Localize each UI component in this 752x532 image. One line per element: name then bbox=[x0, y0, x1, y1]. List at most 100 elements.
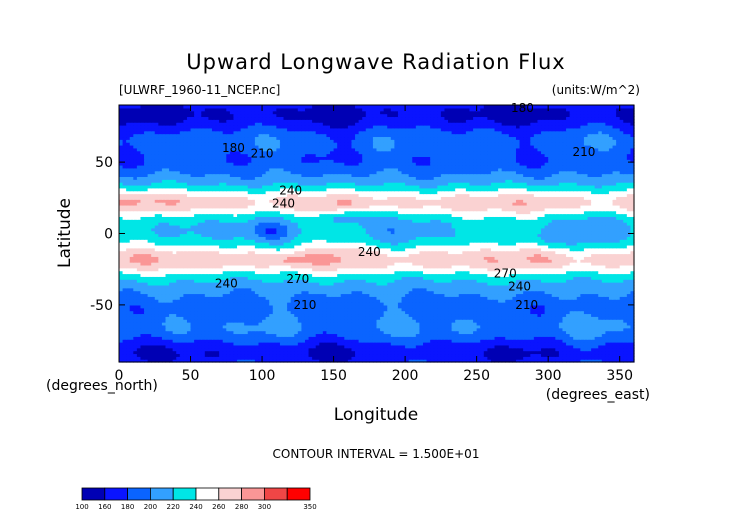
map-cell bbox=[469, 333, 474, 337]
map-cell bbox=[229, 353, 235, 357]
map-cell bbox=[462, 353, 467, 357]
map-cell bbox=[498, 327, 503, 332]
map-cell bbox=[566, 313, 571, 317]
map-cell bbox=[247, 350, 252, 355]
map-cell bbox=[233, 347, 238, 352]
map-cell bbox=[251, 307, 256, 312]
map-cell bbox=[619, 304, 624, 309]
map-cell bbox=[455, 302, 460, 306]
map-cell bbox=[240, 319, 245, 323]
map-cell bbox=[319, 327, 324, 332]
map-cell bbox=[136, 333, 142, 337]
map-cell bbox=[530, 307, 535, 312]
map-cell bbox=[283, 319, 288, 323]
map-cell bbox=[544, 342, 549, 346]
map-cell bbox=[312, 299, 317, 303]
map-cell bbox=[508, 330, 514, 335]
map-cell bbox=[269, 356, 274, 360]
map-cell bbox=[555, 333, 560, 337]
map-cell bbox=[369, 313, 374, 317]
map-cell bbox=[412, 307, 417, 312]
map-cell bbox=[530, 302, 535, 306]
map-cell bbox=[526, 302, 531, 306]
map-cell bbox=[487, 347, 492, 352]
map-cell bbox=[190, 353, 195, 357]
map-cell bbox=[283, 359, 288, 363]
map-cell bbox=[351, 307, 356, 312]
map-cell bbox=[126, 342, 131, 346]
map-cell bbox=[548, 339, 553, 343]
map-cell bbox=[444, 302, 449, 306]
map-cell bbox=[154, 304, 159, 309]
map-cell bbox=[161, 344, 167, 349]
map-cell bbox=[387, 347, 392, 352]
map-cell bbox=[119, 344, 124, 349]
map-cell bbox=[469, 327, 474, 332]
map-cell bbox=[455, 342, 460, 346]
map-cell bbox=[462, 330, 467, 335]
map-cell bbox=[165, 299, 170, 303]
map-cell bbox=[297, 316, 302, 320]
map-cell bbox=[569, 307, 574, 312]
map-cell bbox=[390, 324, 395, 329]
map-cell bbox=[154, 324, 159, 329]
map-cell bbox=[548, 336, 553, 340]
map-cell bbox=[562, 344, 567, 349]
map-cell bbox=[322, 316, 328, 320]
map-cell bbox=[226, 304, 231, 309]
map-cell bbox=[387, 307, 392, 312]
map-cell bbox=[419, 319, 424, 323]
map-cell bbox=[169, 350, 174, 355]
map-cell bbox=[490, 342, 496, 346]
map-cell bbox=[254, 304, 260, 309]
map-cell bbox=[222, 342, 227, 346]
map-cell bbox=[394, 319, 399, 323]
map-cell bbox=[426, 359, 431, 363]
map-cell bbox=[219, 336, 224, 340]
map-cell bbox=[276, 339, 281, 343]
map-cell bbox=[608, 336, 614, 340]
map-cell bbox=[165, 342, 170, 346]
map-cell bbox=[251, 302, 256, 306]
map-cell bbox=[448, 327, 453, 332]
map-cell bbox=[172, 356, 177, 360]
map-cell bbox=[186, 304, 192, 309]
map-cell bbox=[272, 333, 277, 337]
map-cell bbox=[122, 307, 127, 312]
map-cell bbox=[290, 296, 295, 300]
map-cell bbox=[269, 296, 274, 300]
map-cell bbox=[440, 322, 446, 326]
map-cell bbox=[154, 313, 159, 317]
map-cell bbox=[412, 310, 417, 315]
map-cell bbox=[290, 307, 295, 312]
map-cell bbox=[401, 336, 406, 340]
map-cell bbox=[254, 330, 260, 335]
map-cell bbox=[344, 339, 349, 343]
map-cell bbox=[190, 302, 195, 306]
map-cell bbox=[262, 322, 267, 326]
map-cell bbox=[526, 350, 531, 355]
map-cell bbox=[537, 339, 542, 343]
map-cell bbox=[301, 339, 306, 343]
map-cell bbox=[119, 304, 124, 309]
map-cell bbox=[254, 327, 260, 332]
map-cell bbox=[587, 330, 592, 335]
map-cell bbox=[262, 327, 267, 332]
map-cell bbox=[623, 347, 628, 352]
map-cell bbox=[376, 353, 381, 357]
map-cell bbox=[512, 322, 517, 326]
map-cell bbox=[541, 322, 546, 326]
map-cell bbox=[605, 319, 610, 323]
map-cell bbox=[365, 330, 370, 335]
map-cell bbox=[215, 296, 220, 300]
map-cell bbox=[308, 310, 313, 315]
map-cell bbox=[548, 350, 553, 355]
map-cell bbox=[487, 302, 492, 306]
map-cell bbox=[186, 302, 192, 306]
map-cell bbox=[462, 302, 467, 306]
map-cell bbox=[326, 347, 331, 352]
map-cell bbox=[626, 304, 632, 309]
map-cell bbox=[376, 350, 381, 355]
map-cell bbox=[308, 342, 313, 346]
map-cell bbox=[315, 339, 320, 343]
